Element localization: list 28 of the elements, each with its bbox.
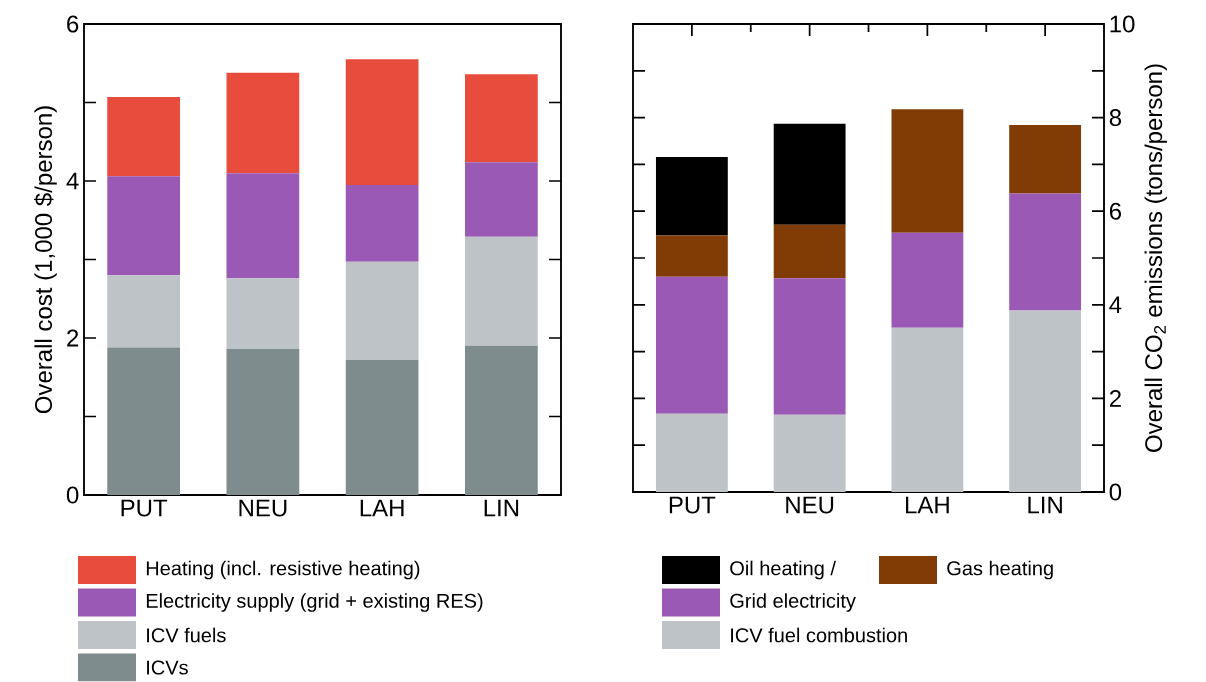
y-tick-label: 6 bbox=[67, 15, 79, 33]
x-tick-label: PUT bbox=[669, 496, 716, 514]
x-tick-label: LAH bbox=[906, 496, 949, 514]
legend-label: Electricity supply (grid + existing RES) bbox=[146, 593, 483, 613]
x-tick-label: LIN bbox=[484, 499, 519, 517]
x-tick-label: NEU bbox=[239, 499, 287, 517]
y-tick-label: 2 bbox=[67, 329, 79, 347]
x-tick-label: PUT bbox=[121, 499, 168, 517]
legend-label: ICVs bbox=[147, 660, 188, 675]
legend-label: ICV fuels bbox=[147, 627, 226, 643]
x-tick-label: LIN bbox=[1028, 496, 1062, 514]
y2-axis-title: Overall CO$_{2}$ emissions (tons/person) bbox=[1144, 64, 1167, 453]
legend-label: Grid electricity bbox=[730, 593, 856, 613]
legend-label: Oil heating / bbox=[730, 560, 836, 580]
y2-tick-label: 6 bbox=[1109, 202, 1122, 220]
x-tick-label: LAH bbox=[360, 499, 404, 517]
y-tick-label: 0 bbox=[66, 486, 79, 504]
y-axis-title: Overall cost (1,000 $/person) bbox=[34, 106, 57, 414]
y-tick-label: 4 bbox=[66, 172, 79, 190]
y2-tick-label: 0 bbox=[1109, 483, 1122, 501]
legend-label: ICV fuel combustion bbox=[731, 627, 907, 643]
x-tick-label: NEU bbox=[786, 496, 834, 514]
y2-tick-label: 8 bbox=[1109, 109, 1122, 127]
y2-tick-label: 2 bbox=[1109, 390, 1121, 408]
legend-label: Gas heating bbox=[947, 560, 1053, 580]
legend-label: Heating (incl. resistive heating) bbox=[146, 560, 420, 580]
y2-tick-label: 4 bbox=[1109, 296, 1122, 314]
y2-tick-label: 10 bbox=[1110, 15, 1135, 33]
